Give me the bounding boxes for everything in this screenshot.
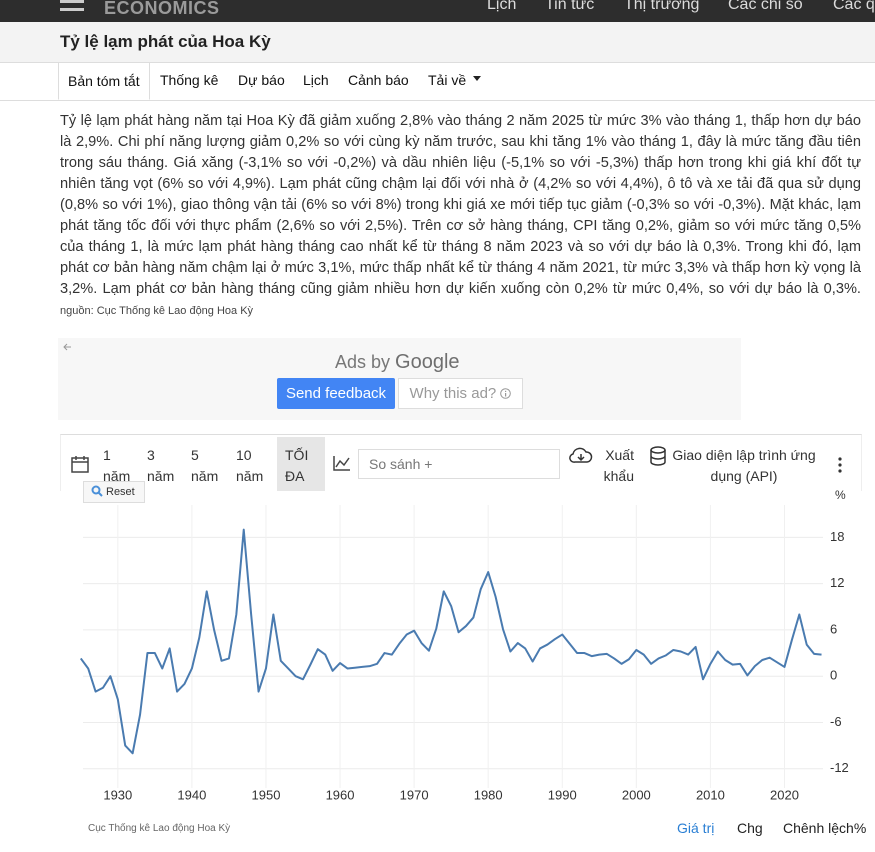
x-tick-label: 1940 (177, 787, 206, 802)
x-tick-label: 2000 (622, 787, 651, 802)
tab[interactable]: Cảnh báo (348, 72, 409, 88)
range-button[interactable]: 10 năm (236, 447, 264, 484)
compare-input[interactable]: So sánh + (358, 449, 560, 479)
y-tick-label: 0 (830, 668, 837, 683)
tab[interactable]: Bản tóm tắt (58, 62, 150, 100)
y-tick-label: -12 (830, 760, 849, 775)
ads-label: Ads by Google (335, 351, 460, 374)
source: nguồn: Cục Thống kê Lao động Hoa Kỳ (60, 305, 254, 317)
api-icon[interactable] (650, 446, 666, 466)
ads-brand: Google (395, 351, 460, 373)
footer-source: Cục Thống kê Lao động Hoa Kỳ (88, 823, 231, 834)
tab[interactable]: Lịch (303, 72, 329, 88)
nav-link[interactable]: Thị trường (624, 0, 700, 13)
description-text: Tỷ lệ lạm phát hàng năm tại Hoa Kỳ đã gi… (60, 113, 861, 297)
x-tick-label: 1970 (400, 787, 429, 802)
x-tick-label: 1950 (252, 787, 281, 802)
chart-type-icon[interactable] (333, 455, 351, 471)
nav-link[interactable]: Các quốc gia (833, 0, 875, 13)
caret (473, 76, 481, 81)
tab[interactable]: Thống kê (160, 72, 219, 88)
x-tick-label: 1980 (474, 787, 503, 802)
y-tick-label: 18 (830, 529, 844, 544)
y-tick-label: 12 (830, 575, 844, 590)
nav-link[interactable]: Tin tức (545, 0, 595, 13)
ad-box: Ads by Google Send feedback Why this ad? (58, 338, 741, 420)
tabs: Bản tóm tắt Thống kê Dự báo Lịch Cảnh bá… (0, 62, 875, 101)
x-tick-label: 1930 (103, 787, 132, 802)
feedback-button[interactable]: Send feedback (277, 378, 395, 409)
why-button[interactable]: Why this ad? (398, 378, 523, 409)
footer-link[interactable]: Giá trị (677, 820, 715, 836)
calendar-icon[interactable] (71, 455, 89, 473)
x-tick-label: 1960 (326, 787, 355, 802)
nav-link[interactable]: Các chỉ số (728, 0, 803, 13)
y-tick-label: -6 (830, 714, 842, 729)
info-icon (500, 388, 512, 399)
more-icon[interactable] (837, 457, 843, 473)
range-button-active[interactable]: TỐI ĐA (277, 437, 325, 491)
tab[interactable]: Tải về (428, 72, 467, 88)
menu-icon[interactable] (60, 0, 86, 14)
range-button[interactable]: 5 năm (191, 447, 219, 484)
reset-button[interactable]: Reset (83, 481, 145, 503)
back-arrow[interactable] (62, 342, 72, 352)
top-nav: ECONOMICS Lịch Tin tức Thị trường Các ch… (0, 0, 875, 22)
ads-by: Ads by (335, 352, 391, 372)
why-text: Why this ad? (409, 385, 497, 402)
footer-link[interactable]: Chênh lệch% (783, 820, 867, 836)
logo[interactable]: ECONOMICS (104, 0, 220, 18)
chart-toolbar: 1 năm 3 năm 5 năm 10 năm TỐI ĐA So sánh … (60, 434, 862, 491)
chart: % -12 -6 0 6 12 18 1930 1940 1950 1960 1970 1980 199… (79, 490, 849, 802)
line-series (79, 528, 822, 755)
y-tick-label: 6 (830, 621, 837, 636)
x-tick-label: 1990 (548, 787, 577, 802)
range-button[interactable]: 1 năm (103, 447, 131, 484)
export-icon[interactable] (569, 447, 593, 465)
export-button[interactable]: Xuất khẩu (603, 447, 634, 484)
x-tick-label: 2020 (770, 787, 799, 802)
range-button[interactable]: 3 năm (147, 447, 175, 484)
x-tick-label: 2010 (696, 787, 725, 802)
title-bar: Tỷ lệ lạm phát của Hoa Kỳ (0, 22, 875, 63)
description: Tỷ lệ lạm phát hàng năm tại Hoa Kỳ đã gi… (60, 111, 861, 322)
nav-link[interactable]: Lịch (487, 0, 517, 13)
y-axis-label: % (835, 490, 846, 502)
api-button[interactable]: Giao diện lập trình ứng dụng (API) (672, 447, 816, 484)
footer-link[interactable]: Chg (737, 820, 763, 836)
reset-text: Reset (106, 486, 135, 498)
tab[interactable]: Dự báo (238, 72, 285, 88)
search-icon (91, 485, 103, 497)
page-title: Tỷ lệ lạm phát của Hoa Kỳ (60, 32, 271, 51)
